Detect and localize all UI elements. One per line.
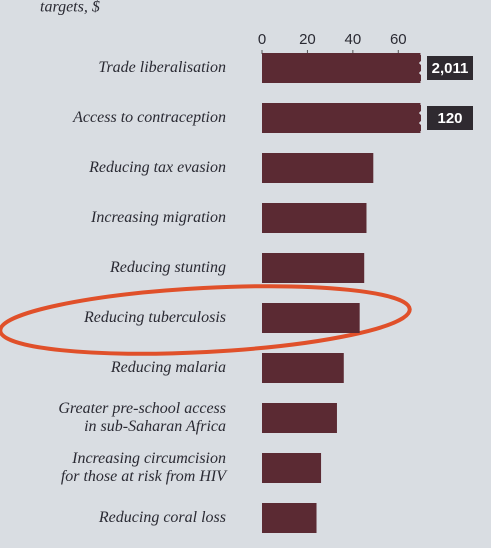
bar — [262, 53, 421, 83]
bar — [262, 103, 421, 133]
chart-title: targets, $ — [40, 0, 100, 16]
bar — [262, 353, 344, 383]
bar — [262, 153, 373, 183]
y-tick-label: Reducing malaria — [110, 359, 226, 376]
value-label: 120 — [437, 110, 462, 127]
bar — [262, 203, 366, 233]
y-tick-label: Increasing migration — [90, 209, 226, 226]
y-tick-label: Reducing stunting — [109, 259, 226, 276]
x-tick-label: 0 — [258, 31, 266, 48]
x-tick-label: 60 — [390, 31, 407, 48]
y-tick-label: Access to contraception — [72, 109, 226, 126]
x-tick-label: 20 — [299, 31, 316, 48]
bar — [262, 253, 364, 283]
y-tick-label: Trade liberalisation — [98, 59, 226, 76]
bar — [262, 403, 337, 433]
y-tick-label: Reducing coral loss — [98, 509, 226, 526]
bar — [262, 503, 317, 533]
y-tick-label: Reducing tax evasion — [88, 159, 226, 176]
value-label: 2,011 — [432, 60, 469, 77]
y-tick-label: Reducing tuberculosis — [83, 309, 226, 326]
bar — [262, 453, 321, 483]
chart: targets, $ 0 20 40 60 Trade liberalisation 2,… — [0, 0, 491, 548]
bar — [262, 303, 360, 333]
x-tick-label: 40 — [345, 31, 362, 48]
